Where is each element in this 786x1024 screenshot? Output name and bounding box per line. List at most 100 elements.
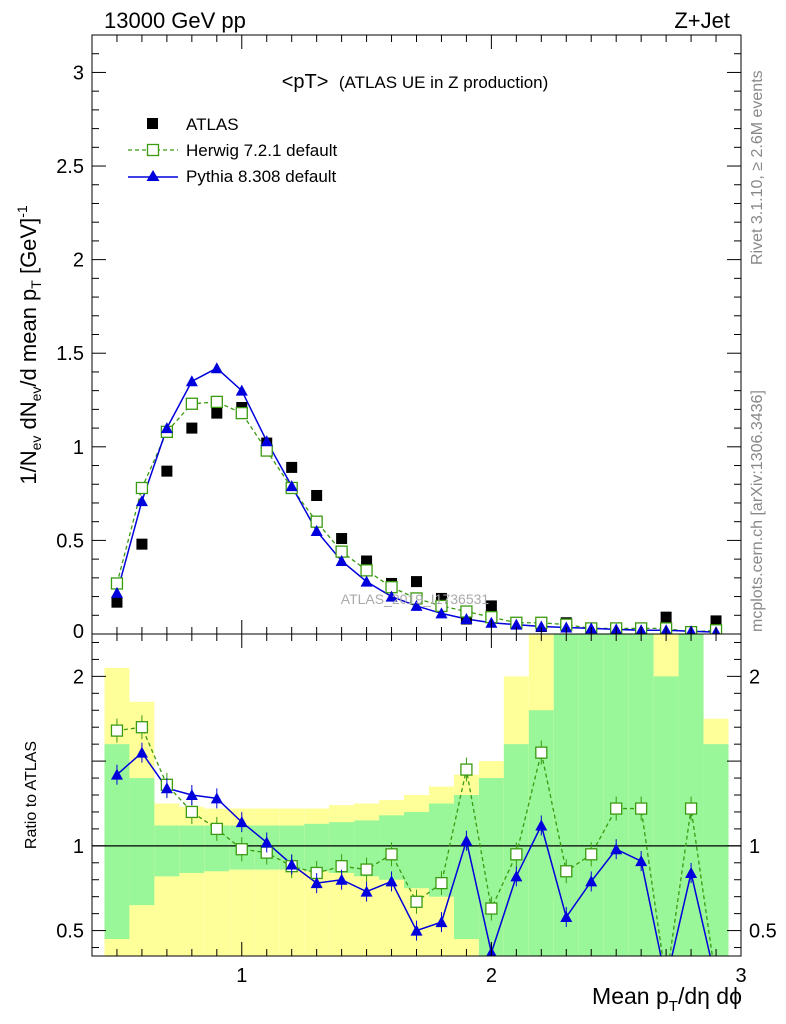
atlas-point [435, 592, 447, 604]
y-tick-label: 0 [73, 621, 84, 643]
atlas-point [211, 407, 223, 419]
atlas-point [311, 489, 323, 501]
main-title-suffix: (ATLAS UE in Z production) [339, 73, 548, 92]
ratio-band-inner [578, 634, 604, 956]
ratio-band-inner [703, 744, 729, 956]
ratio-pythia-point [510, 870, 523, 882]
ratio-pythia-point [210, 792, 223, 804]
pythia-point [335, 554, 348, 566]
ratio-pythia-point [185, 789, 198, 800]
ratio-band-inner [553, 634, 579, 956]
ratio-band-inner [628, 634, 654, 956]
ratio-pythia-point [535, 819, 548, 831]
ratio-panel: 1 2 30.5 0.51 12 2 Ratio to ATLAS [23, 633, 777, 987]
main-panel: ATLAS_2019_I1736531 <pT> (ATLAS UE in Z … [14, 34, 742, 643]
ratio-pythia-point [610, 843, 623, 855]
ratio-pythia-point [635, 855, 648, 867]
ratio-band-inner [603, 634, 629, 956]
ratio-y-tick-label: 2 [73, 666, 84, 688]
ratio-pythia-point [135, 746, 148, 758]
ratio-herwig-point [135, 721, 149, 734]
legend-marker-pythia [146, 170, 160, 181]
ratio-band-inner [678, 634, 704, 956]
ratio-herwig-point [485, 902, 498, 915]
ratio-herwig-point [435, 876, 448, 890]
y-tick-label: 2.5 [56, 156, 84, 178]
legend-entry-herwig: Herwig 7.2.1 default [128, 141, 337, 160]
ratio-herwig-point [385, 848, 398, 861]
ratio-pythia-point [560, 911, 573, 923]
pythia-point [160, 422, 173, 434]
ratio-y-tick-label-right: 2 [749, 666, 760, 688]
atlas-point [411, 576, 422, 588]
atlas-point [286, 461, 298, 473]
atlas-point [710, 615, 722, 627]
y-tick-label: 2 [73, 250, 84, 272]
ratio-herwig-point [610, 802, 623, 815]
atlas-point [361, 555, 373, 567]
ratio-herwig-point [684, 802, 698, 815]
pythia-point [235, 384, 248, 396]
atlas-point [485, 600, 497, 612]
ratio-band-inner [404, 811, 429, 889]
ratio-pythia-point [385, 875, 398, 887]
x-tick-label: 2 [486, 965, 497, 987]
ratio-herwig-point [510, 848, 523, 861]
ratio-herwig-point [110, 724, 124, 737]
mcplots-label: mcplots.cern.ch [arXiv:1306.3436] [749, 390, 766, 632]
header-process-label: Z+Jet [674, 8, 730, 33]
ratio-band-inner [154, 825, 180, 877]
ratio-y-tick-label: 1 [73, 836, 84, 858]
pythia-point [135, 495, 148, 507]
ratio-herwig-point [535, 746, 548, 759]
pythia-point [535, 620, 548, 632]
ratio-herwig-point [410, 895, 423, 908]
herwig-point [260, 444, 273, 457]
legend-label-atlas: ATLAS [186, 115, 239, 134]
pythia-point [185, 375, 198, 387]
y-tick-label: 1 [73, 437, 84, 459]
herwig-point [135, 481, 149, 495]
ratio-band-inner [179, 825, 205, 873]
legend-entry-atlas: ATLAS [147, 115, 239, 134]
herwig-point [185, 397, 198, 410]
ratio-pythia-point [160, 782, 173, 794]
pythia-point [310, 525, 323, 537]
atlas-point [186, 422, 198, 434]
pythia-point [260, 435, 273, 447]
ratio-herwig-point [585, 848, 598, 861]
legend-marker-herwig [146, 143, 160, 157]
main-y-axis-title: 1/Nev dNev/d mean pT [GeV]-1 [14, 205, 44, 485]
atlas-point [660, 611, 672, 623]
legend-marker-atlas [147, 118, 158, 129]
pythia-point [385, 590, 398, 602]
y-tick-label: 3 [73, 62, 84, 84]
ratio-herwig-point [185, 805, 198, 819]
ratio-pythia-point [310, 877, 323, 889]
ratio-pythia-point [235, 816, 248, 828]
x-tick-label: 3 [735, 965, 746, 987]
ratio-pythia-point [585, 875, 598, 887]
main-title-main: <pT> [282, 71, 329, 93]
herwig-point [360, 564, 373, 577]
ratio-y-tick-label: 0.5 [56, 921, 84, 943]
ratio-band-inner [129, 778, 155, 906]
ratio-pythia-point [285, 858, 298, 870]
y-tick-label: 1.5 [56, 343, 84, 365]
atlas-point [136, 538, 148, 550]
ratio-herwig-point [360, 863, 373, 876]
herwig-point [210, 395, 223, 409]
x-axis-title: Mean pT/dη dϕ [592, 983, 742, 1015]
pythia-point [285, 480, 298, 492]
ratio-pythia-point [410, 924, 423, 936]
ratio-y-axis-title: Ratio to ATLAS [23, 741, 40, 849]
header-energy-label: 13000 GeV pp [104, 8, 246, 33]
ratio-pythia-point [260, 836, 273, 848]
pythia-point [510, 618, 523, 630]
ratio-herwig-point [560, 865, 573, 878]
legend-label-pythia: Pythia 8.308 default [186, 167, 337, 186]
atlas-point [161, 465, 173, 477]
ratio-herwig-point [460, 763, 473, 776]
pythia-point [210, 362, 223, 374]
